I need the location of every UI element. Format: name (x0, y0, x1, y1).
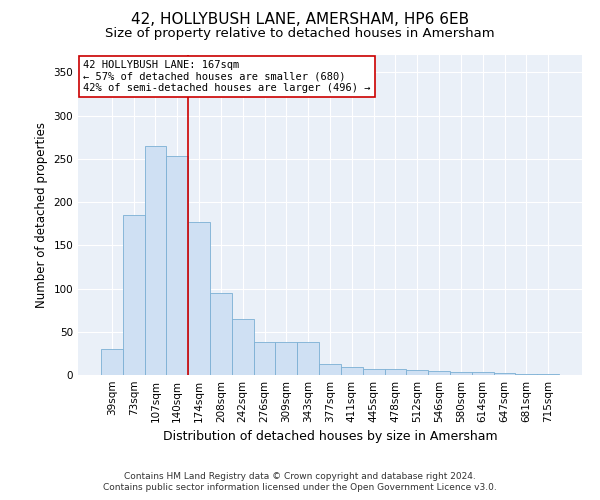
Text: 42 HOLLYBUSH LANE: 167sqm
← 57% of detached houses are smaller (680)
42% of semi: 42 HOLLYBUSH LANE: 167sqm ← 57% of detac… (83, 60, 371, 93)
Bar (406, 370, 428, 375)
Bar (145, 146, 166, 375)
Bar (363, 369, 385, 375)
Bar (341, 367, 363, 375)
Bar (472, 372, 494, 375)
Bar (254, 342, 275, 375)
Bar (428, 370, 450, 375)
Bar (188, 222, 210, 375)
Bar (123, 215, 145, 375)
Bar (101, 349, 123, 375)
Bar (210, 293, 232, 375)
Text: 42, HOLLYBUSH LANE, AMERSHAM, HP6 6EB: 42, HOLLYBUSH LANE, AMERSHAM, HP6 6EB (131, 12, 469, 28)
Bar (319, 364, 341, 375)
Bar (537, 374, 559, 375)
Bar (450, 372, 472, 375)
Bar (297, 342, 319, 375)
Y-axis label: Number of detached properties: Number of detached properties (35, 122, 48, 308)
Bar (275, 342, 297, 375)
X-axis label: Distribution of detached houses by size in Amersham: Distribution of detached houses by size … (163, 430, 497, 444)
Bar (385, 369, 406, 375)
Bar (515, 374, 537, 375)
Bar (166, 156, 188, 375)
Text: Contains HM Land Registry data © Crown copyright and database right 2024.
Contai: Contains HM Land Registry data © Crown c… (103, 472, 497, 492)
Text: Size of property relative to detached houses in Amersham: Size of property relative to detached ho… (105, 28, 495, 40)
Bar (494, 374, 515, 375)
Bar (232, 319, 254, 375)
